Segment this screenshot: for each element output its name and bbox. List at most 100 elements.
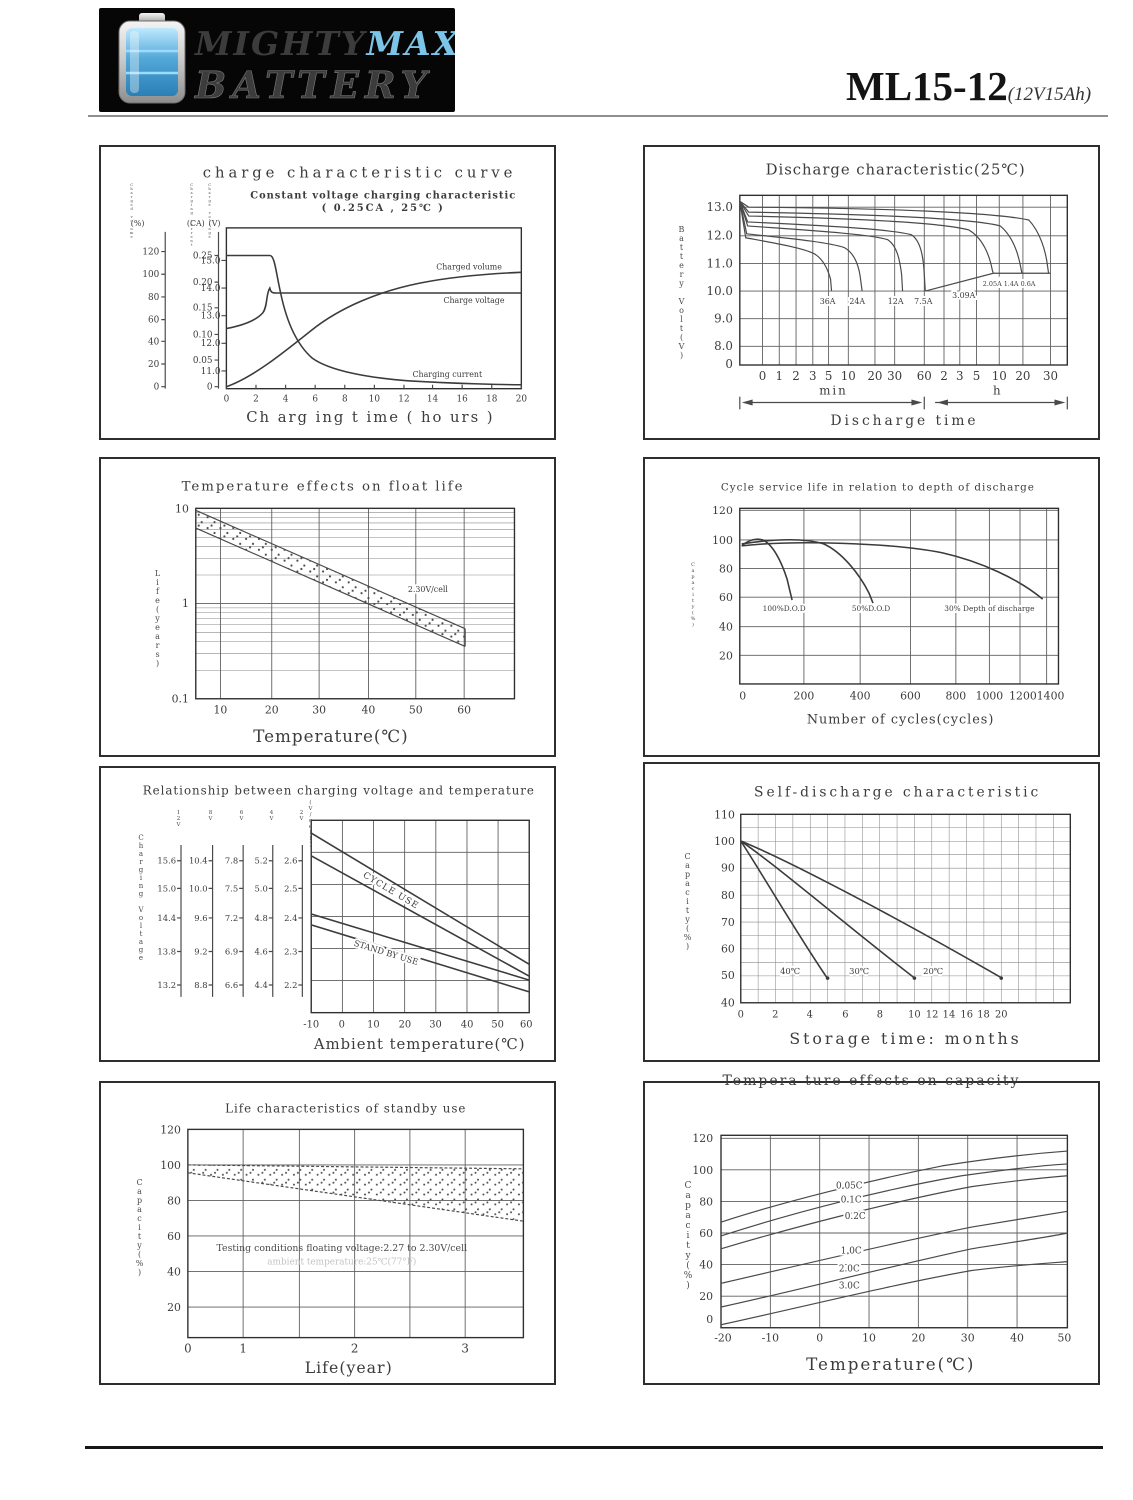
tick-label: 60 <box>917 369 932 383</box>
band-fill <box>187 1164 524 1222</box>
tick-label: 60 <box>699 1227 713 1240</box>
tick-label: 8.0 <box>714 339 733 353</box>
plot-frame <box>720 1134 1069 1329</box>
band-fill <box>195 510 466 647</box>
tick-label: 80 <box>148 293 160 303</box>
tick-label: 10 <box>908 1010 921 1021</box>
curve-24A <box>739 201 863 292</box>
tick-label: 2 <box>351 1341 359 1355</box>
curve-1.0c <box>720 1210 1068 1284</box>
axis-header-percent: (%) <box>131 219 145 228</box>
tick-label: 6 <box>842 1010 848 1021</box>
tick-label: 120 <box>712 504 733 517</box>
curve-36A <box>739 201 833 292</box>
curve-label: 100%D.O.D <box>763 604 806 613</box>
curve-20c <box>740 840 1001 978</box>
annotation-float-voltage: 2.30V/cell <box>408 585 448 594</box>
life-band <box>195 509 466 648</box>
axis-header-ca: (CA) <box>187 219 205 228</box>
curve-30c <box>740 840 914 978</box>
tick-label: 40 <box>1010 1332 1024 1345</box>
tick-label: 2.6 <box>284 856 297 866</box>
chart-charging-voltage-temperature: Relationship between charging voltage an… <box>143 784 534 1054</box>
y-axis-label: Capacity(%) <box>690 562 696 628</box>
curve-label: 0.1C <box>841 1195 862 1205</box>
curve-label: Charged volume <box>436 262 502 271</box>
curves <box>226 254 522 388</box>
tick-label: 1 <box>182 597 189 610</box>
tick-label: 20 <box>719 649 733 662</box>
grid <box>721 1135 1068 1328</box>
x-axis-label: Number of cycles(cycles) <box>807 712 994 727</box>
band-label-standby-use: STAND BY USE <box>353 938 420 967</box>
tick-label: 9.0 <box>714 312 733 326</box>
tick-label: 0 <box>725 357 733 371</box>
tick-label: 8 <box>877 1010 883 1021</box>
tick-label: 30 <box>961 1332 975 1345</box>
time-axis-arrows <box>739 396 1068 410</box>
curve-30pct-dod <box>741 542 1044 600</box>
curve-label: 0.2C <box>845 1212 866 1222</box>
tick-label: 40 <box>167 1265 181 1278</box>
cutoff-locus-line <box>925 272 1051 292</box>
tick-label: 5.2 <box>254 856 267 866</box>
tick-label: 14 <box>427 395 439 405</box>
scale-labels: 15.6 15.0 14.4 13.8 13.2 10.4 10.0 9.6 9… <box>157 856 297 990</box>
band-label-cycle-use: CYCLE USE <box>361 871 420 912</box>
panel-cycle-service-life: Cycle service life in relation to depth … <box>643 457 1100 757</box>
scale-head-2v: 2V <box>298 810 305 822</box>
tick-label: 10 <box>214 704 228 717</box>
x-axis-label: Ch arg ing t ime ( ho urs ) <box>246 409 494 426</box>
discharge-curves <box>739 200 1051 292</box>
curve-charging-current <box>226 254 522 386</box>
chart-title: Cycle service life in relation to depth … <box>721 482 1035 494</box>
tick-label: 2.4 <box>284 913 297 923</box>
tick-label: 10 <box>175 502 189 515</box>
panel-standby-life: Life characteristics of standby use 120 … <box>99 1081 556 1385</box>
chart-discharge-characteristic: Discharge characteristic(25℃) 13.0 12.0 … <box>707 162 1068 429</box>
tick-label: 800 <box>946 690 967 703</box>
mini-axes <box>161 231 227 389</box>
model-spec: (12V15Ah) <box>1007 84 1092 105</box>
scale-head-4v: 4V <box>268 810 275 822</box>
curve-label: 2.0C <box>839 1264 860 1274</box>
axis-headers: (%) (CA) (V) <box>131 219 221 228</box>
tick-label: 0 <box>738 1010 744 1021</box>
tick-label: 60 <box>148 316 160 326</box>
tick-label: 10.0 <box>707 284 733 298</box>
fine-grid <box>740 814 1071 1003</box>
plot-frame <box>310 819 530 1014</box>
curve-label: 0.05C <box>836 1182 863 1192</box>
x-tick-labels: 0 1 2 3 5 10 20 30 60 2 3 5 10 20 30 <box>759 369 1058 383</box>
plot-frame <box>187 1128 525 1339</box>
tick-label: 2 <box>940 369 948 383</box>
tick-label: 40 <box>699 1259 713 1272</box>
mini-axes <box>177 844 303 997</box>
curve-label: 30℃ <box>849 966 869 976</box>
curve-labels: 100%D.O.D 50%D.O.D 30% Depth of discharg… <box>761 602 1037 615</box>
tick-label: 2.2 <box>284 980 297 990</box>
y-tick-labels: 120 100 80 60 40 20 <box>160 1123 181 1314</box>
tick-label: 30 <box>312 704 326 717</box>
axis-header-v: (V) <box>209 219 221 228</box>
plot-frame <box>739 507 1060 685</box>
tick-label: 5.0 <box>254 883 267 893</box>
curve-end-dot <box>999 976 1004 980</box>
tick-label: 120 <box>160 1123 181 1136</box>
tick-label: 2 <box>772 1010 778 1021</box>
curve-labels: 36A 24A 12A 7.5A 3.09A 2.05A 1.4A 0.6A <box>818 278 1038 308</box>
panel-charging-voltage-temperature: Relationship between charging voltage an… <box>99 766 556 1062</box>
tick-label: 80 <box>721 889 735 902</box>
curve-label: 40℃ <box>780 966 800 976</box>
chart-title: charge characteristic curve <box>203 165 517 182</box>
curve-labels: 40℃ 30℃ 20℃ <box>778 964 945 978</box>
tick-label: 4.8 <box>254 913 267 923</box>
tick-label: 60 <box>457 704 471 717</box>
plot-frame <box>740 813 1072 1004</box>
tick-label: 10.4 <box>189 856 208 866</box>
grid <box>739 508 1059 684</box>
y-tick-labels: 120 100 80 60 40 20 0 0.25 0.20 0.15 0.1… <box>142 248 220 393</box>
tick-label: 10 <box>862 1332 876 1345</box>
tick-label: 2.5 <box>284 883 297 893</box>
curve-label: 3.09A <box>952 291 976 300</box>
